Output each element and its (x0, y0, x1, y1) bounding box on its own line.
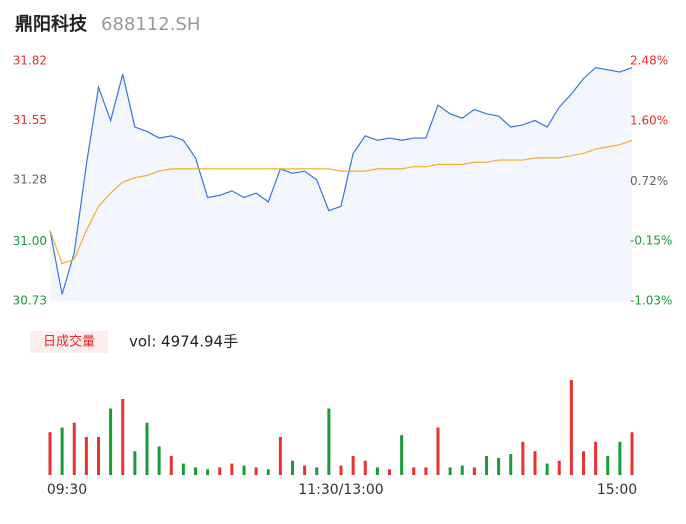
volume-bar (194, 467, 197, 475)
x-tick-label: 11:30/13:00 (298, 482, 383, 498)
volume-bar (582, 451, 585, 475)
volume-bar (48, 432, 52, 475)
volume-bar (230, 463, 234, 475)
volume-bar (60, 427, 64, 475)
volume-bar (460, 465, 464, 475)
volume-bar (630, 432, 634, 475)
volume-bar (97, 437, 100, 475)
volume-bar (545, 463, 549, 475)
volume-bar (157, 446, 161, 475)
y-tick-label: 31.55 (13, 113, 47, 127)
volume-bar (315, 467, 319, 475)
volume-bar (412, 467, 416, 475)
price-line (49, 66, 633, 295)
stock-code: 688112.SH (101, 14, 200, 35)
volume-tag: 日成交量 (43, 334, 95, 350)
volume-bar (206, 469, 210, 475)
volume-bar (121, 399, 125, 475)
y2-tick-label: 1.60% (630, 114, 668, 128)
volume-bar (618, 441, 622, 475)
y2-tick-label: 2.48% (630, 54, 668, 68)
volume-bar (388, 469, 391, 475)
volume-bar (266, 469, 270, 475)
volume-bar (242, 465, 246, 475)
volume-bar (254, 467, 258, 475)
volume-bar (557, 460, 561, 475)
y-tick-label: 30.73 (13, 294, 47, 308)
volume-bar (133, 451, 137, 475)
volume-bar (327, 408, 331, 475)
volume-bar (303, 465, 307, 475)
volume-bar (448, 467, 452, 475)
volume-bar (84, 437, 88, 475)
volume-tag-box (30, 331, 108, 353)
volume-bar (72, 422, 76, 475)
volume-bar (351, 456, 355, 475)
volume-bar (375, 467, 379, 475)
volume-bar (169, 456, 173, 475)
volume-bar (181, 463, 185, 475)
y2-tick-label: -1.03% (630, 294, 672, 308)
volume-bar (509, 454, 513, 475)
volume-text: vol: 4974.94手 (129, 333, 238, 351)
volume-bar (436, 427, 440, 475)
volume-bar (400, 435, 404, 475)
volume-bar (521, 441, 525, 475)
volume-bar (569, 380, 573, 475)
y-tick-label: 31.82 (13, 54, 47, 68)
average-line (49, 139, 633, 265)
x-tick-label: 09:30 (47, 482, 87, 498)
volume-bar (424, 467, 428, 475)
y2-tick-label: 0.72% (630, 174, 668, 188)
volume-bar (218, 467, 222, 475)
volume-bar (145, 422, 149, 475)
volume-bar (485, 456, 488, 475)
price-area (50, 67, 632, 302)
volume-bar (109, 408, 113, 475)
volume-bar (606, 456, 610, 475)
volume-bar (594, 441, 598, 475)
y-tick-label: 31.00 (13, 234, 47, 248)
stock-name: 鼎阳科技 (15, 13, 88, 35)
volume-bar (497, 457, 501, 475)
volume-bar (278, 437, 282, 475)
volume-bar (472, 467, 476, 475)
volume-bar (291, 460, 294, 475)
volume-bar (363, 460, 367, 475)
y2-tick-label: -0.15% (630, 233, 672, 247)
volume-bar (339, 465, 343, 475)
y-tick-label: 31.28 (13, 172, 47, 186)
x-tick-label: 15:00 (597, 482, 637, 498)
volume-bar (533, 451, 537, 475)
